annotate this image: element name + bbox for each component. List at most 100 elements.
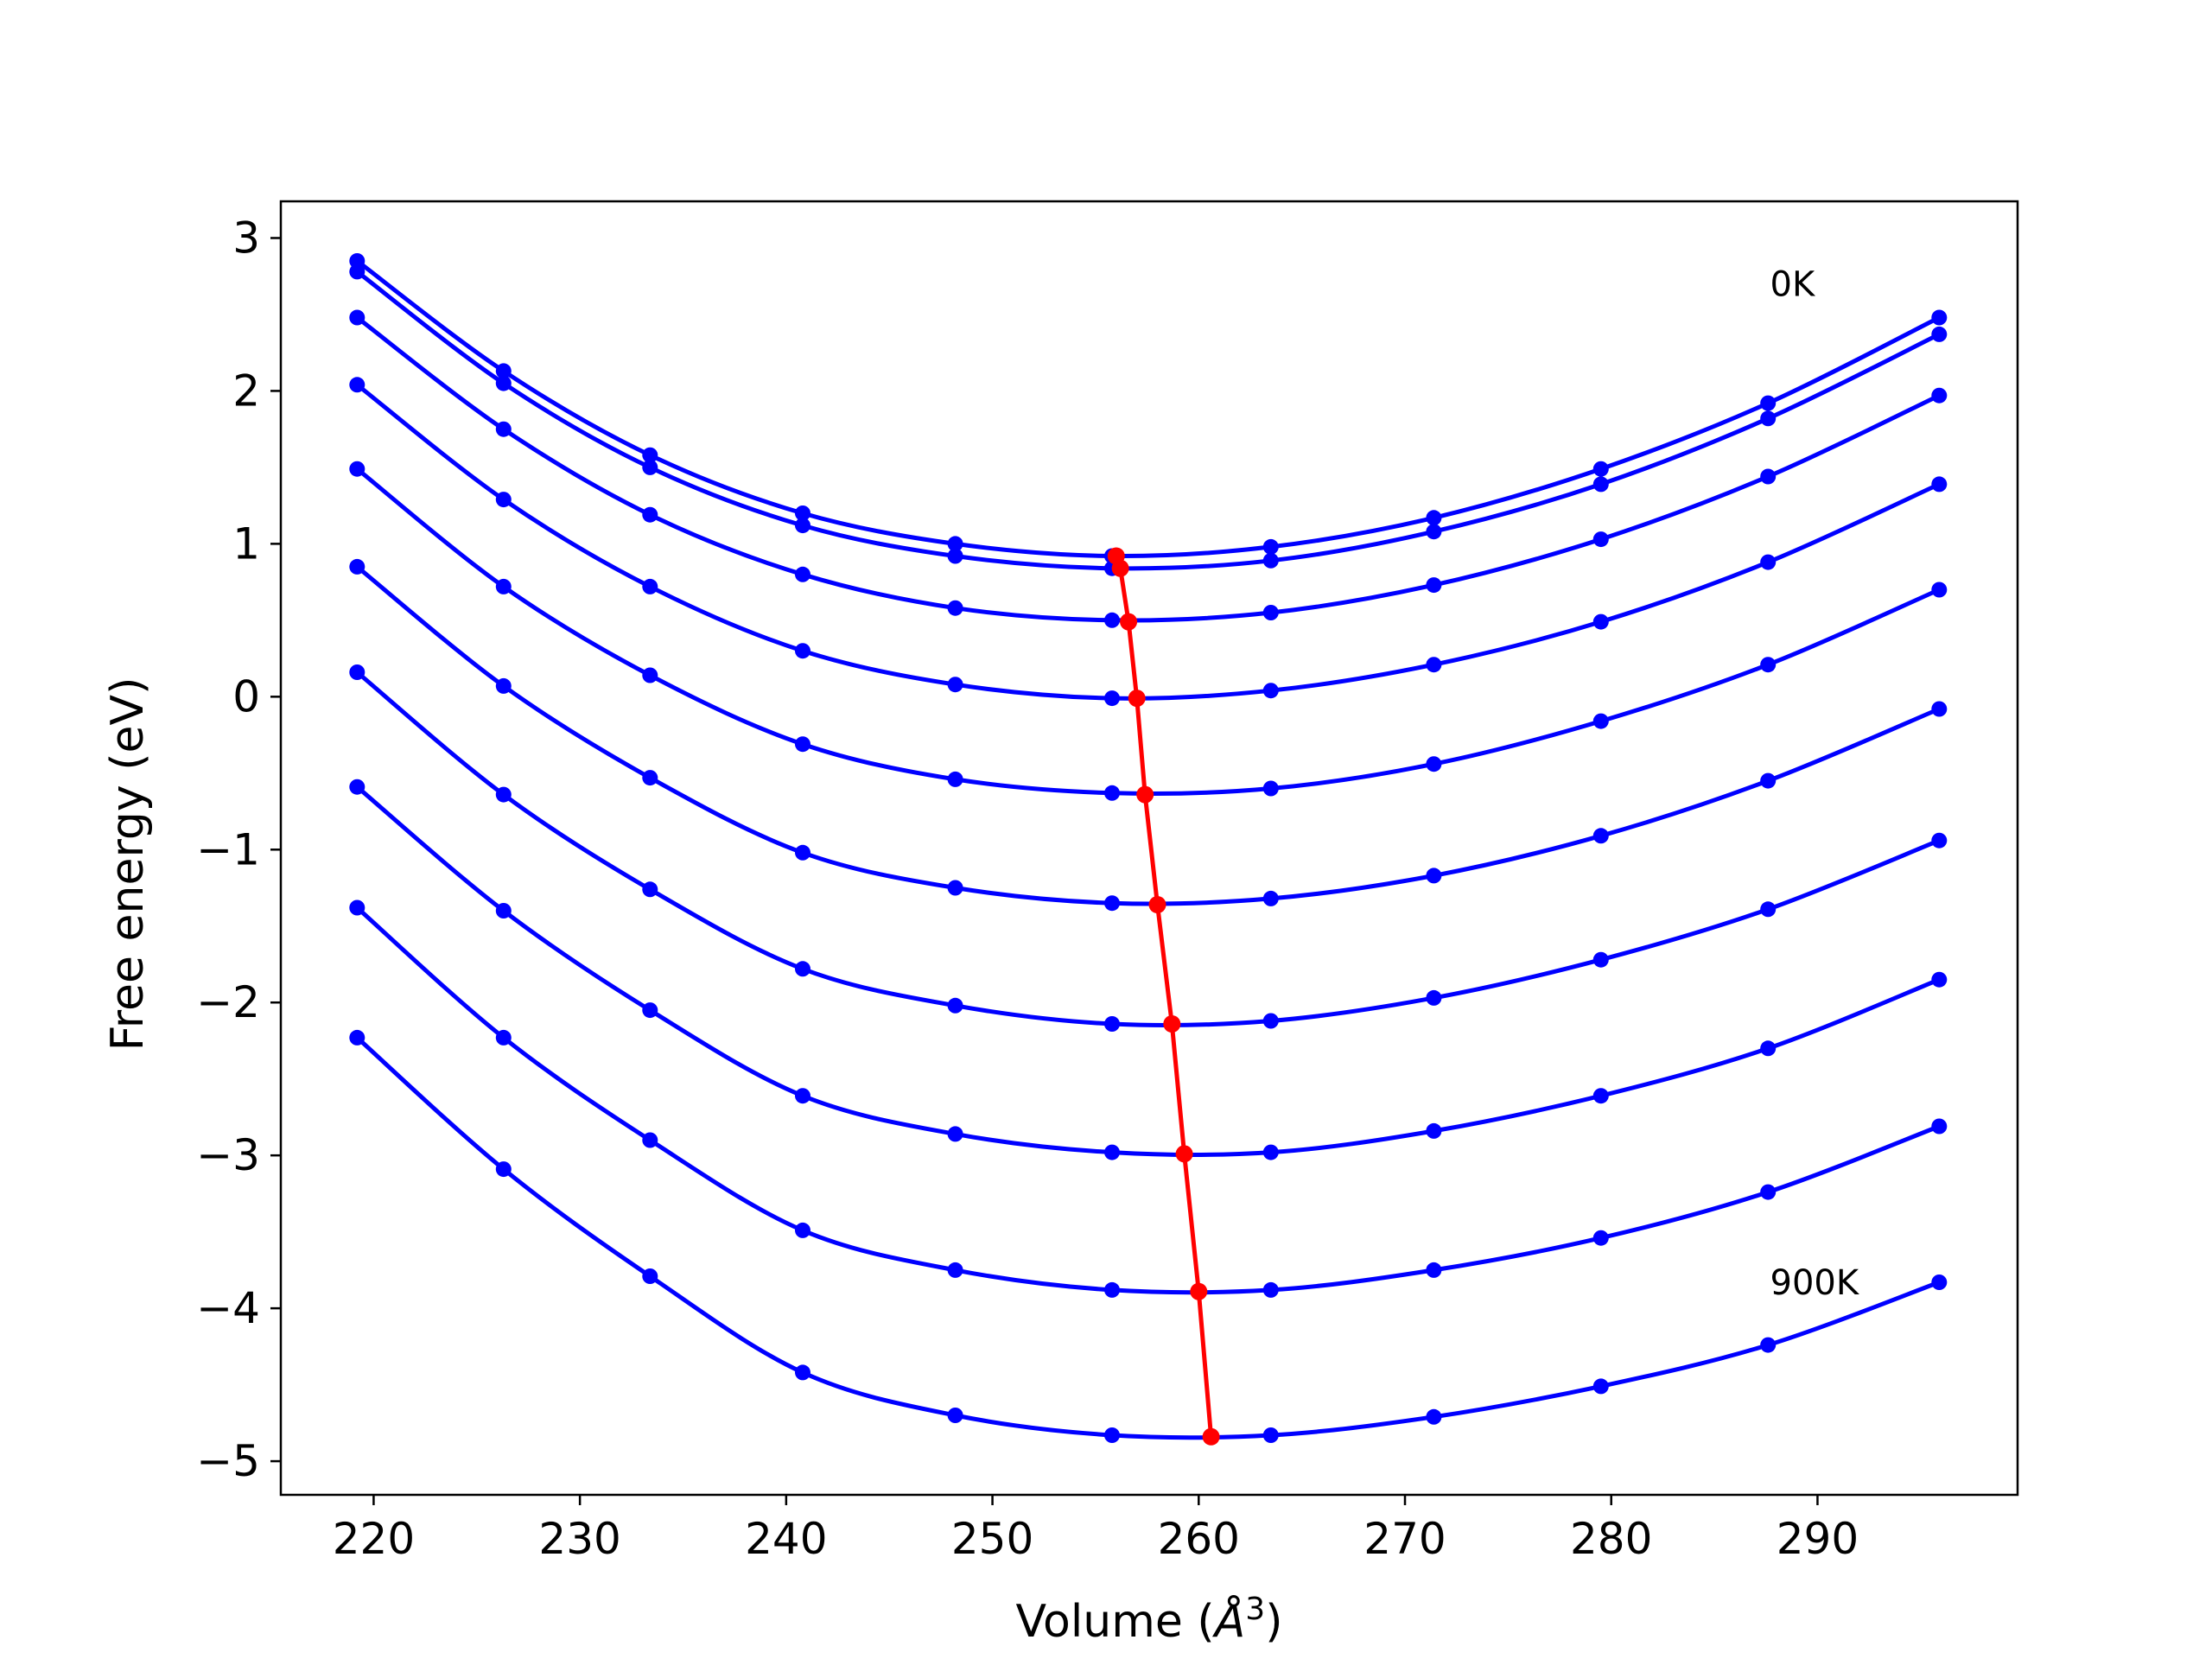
annotation-label: 900K: [1770, 1263, 1860, 1303]
data-point: [495, 786, 512, 803]
data-point: [1262, 1013, 1279, 1029]
data-point: [1760, 468, 1777, 485]
minimum-point: [1111, 559, 1129, 577]
series-8: [349, 899, 1948, 1298]
data-point: [795, 736, 810, 753]
annotation-label: 0K: [1770, 265, 1816, 305]
data-point: [1592, 1378, 1609, 1395]
data-point: [1592, 613, 1609, 630]
x-tick-label: 260: [1158, 1514, 1240, 1564]
data-point: [947, 997, 963, 1014]
axes: 220 230 240 250 260 270 280 290 3 2 1 0 −1 −2 −3 −4 −5 0K…: [196, 200, 2019, 1564]
minimum-point: [1120, 613, 1138, 631]
data-point: [642, 1002, 658, 1019]
data-point: [495, 492, 512, 508]
data-point: [495, 1029, 512, 1046]
data-point: [947, 771, 963, 787]
data-point: [1760, 410, 1777, 427]
y-axis-title: Free energy (eV): [102, 677, 154, 1052]
data-point: [1262, 1427, 1279, 1443]
data-point: [947, 1262, 963, 1278]
x-tick-label: 280: [1570, 1514, 1652, 1564]
data-point: [1262, 890, 1279, 906]
data-point: [795, 1222, 810, 1238]
data-point: [947, 1408, 963, 1423]
y-tick-label: −2: [196, 977, 260, 1027]
data-point: [1760, 1337, 1777, 1353]
data-point: [349, 558, 365, 575]
data-point: [1104, 1281, 1120, 1298]
data-point: [495, 421, 512, 437]
data-point: [495, 375, 512, 391]
y-tick-label: −1: [196, 824, 260, 874]
data-point: [795, 1088, 810, 1104]
series-9: [349, 1029, 1948, 1443]
x-tick-label: 220: [333, 1514, 415, 1564]
data-point: [1426, 1122, 1442, 1139]
data-point: [1931, 1274, 1948, 1290]
data-point: [642, 770, 658, 786]
data-point: [1760, 554, 1777, 570]
data-point: [642, 1268, 658, 1284]
data-point: [1931, 326, 1948, 342]
data-point: [1262, 538, 1279, 555]
data-point: [947, 536, 963, 552]
data-point: [349, 377, 365, 393]
y-tick-label: 0: [232, 671, 260, 721]
data-point: [1426, 657, 1442, 673]
data-point: [1104, 1144, 1120, 1160]
data-point: [349, 664, 365, 680]
data-point: [349, 899, 365, 916]
data-point: [1760, 901, 1777, 918]
y-tick-label: 1: [232, 518, 260, 569]
data-point: [1104, 785, 1120, 801]
data-point: [1426, 577, 1442, 594]
data-point: [795, 961, 810, 977]
data-point: [1592, 476, 1609, 493]
data-point: [947, 677, 963, 693]
data-point: [1262, 605, 1279, 620]
x-tick-label: 230: [538, 1514, 620, 1564]
data-point: [1760, 657, 1777, 673]
series-3: [349, 377, 1948, 707]
series-6: [349, 664, 1948, 1032]
data-point: [495, 578, 512, 594]
series-2: [349, 309, 1948, 628]
data-point: [1592, 1088, 1609, 1104]
data-point: [1592, 828, 1609, 844]
axes-frame: [279, 200, 2019, 1497]
minimum-path: [1107, 547, 1220, 1446]
x-tick-label: 290: [1777, 1514, 1859, 1564]
data-point: [349, 264, 365, 280]
minimum-point: [1136, 785, 1154, 804]
minimum-point: [1148, 896, 1166, 913]
data-point: [1931, 1118, 1948, 1135]
data-point: [947, 548, 963, 564]
y-tick-label: 3: [232, 213, 260, 263]
data-point: [795, 566, 810, 582]
data-point: [795, 518, 810, 534]
minimum-point: [1175, 1145, 1193, 1163]
data-point: [1426, 868, 1442, 884]
data-point: [642, 506, 658, 523]
data-point: [495, 363, 512, 379]
series-7: [349, 779, 1948, 1160]
data-point: [1262, 780, 1279, 797]
data-point: [1426, 524, 1442, 540]
data-point: [1931, 476, 1948, 493]
data-point: [1262, 1144, 1279, 1160]
data-point: [1760, 1184, 1777, 1200]
data-point: [1426, 510, 1442, 526]
data-point: [1931, 582, 1948, 598]
data-point: [1592, 531, 1609, 548]
data-point: [1104, 895, 1120, 912]
data-point: [1931, 309, 1948, 326]
data-point: [642, 667, 658, 683]
data-point: [1426, 756, 1442, 772]
data-point: [1760, 1040, 1777, 1057]
data-point: [795, 643, 810, 659]
data-point: [1104, 1016, 1120, 1032]
data-point: [1931, 701, 1948, 717]
